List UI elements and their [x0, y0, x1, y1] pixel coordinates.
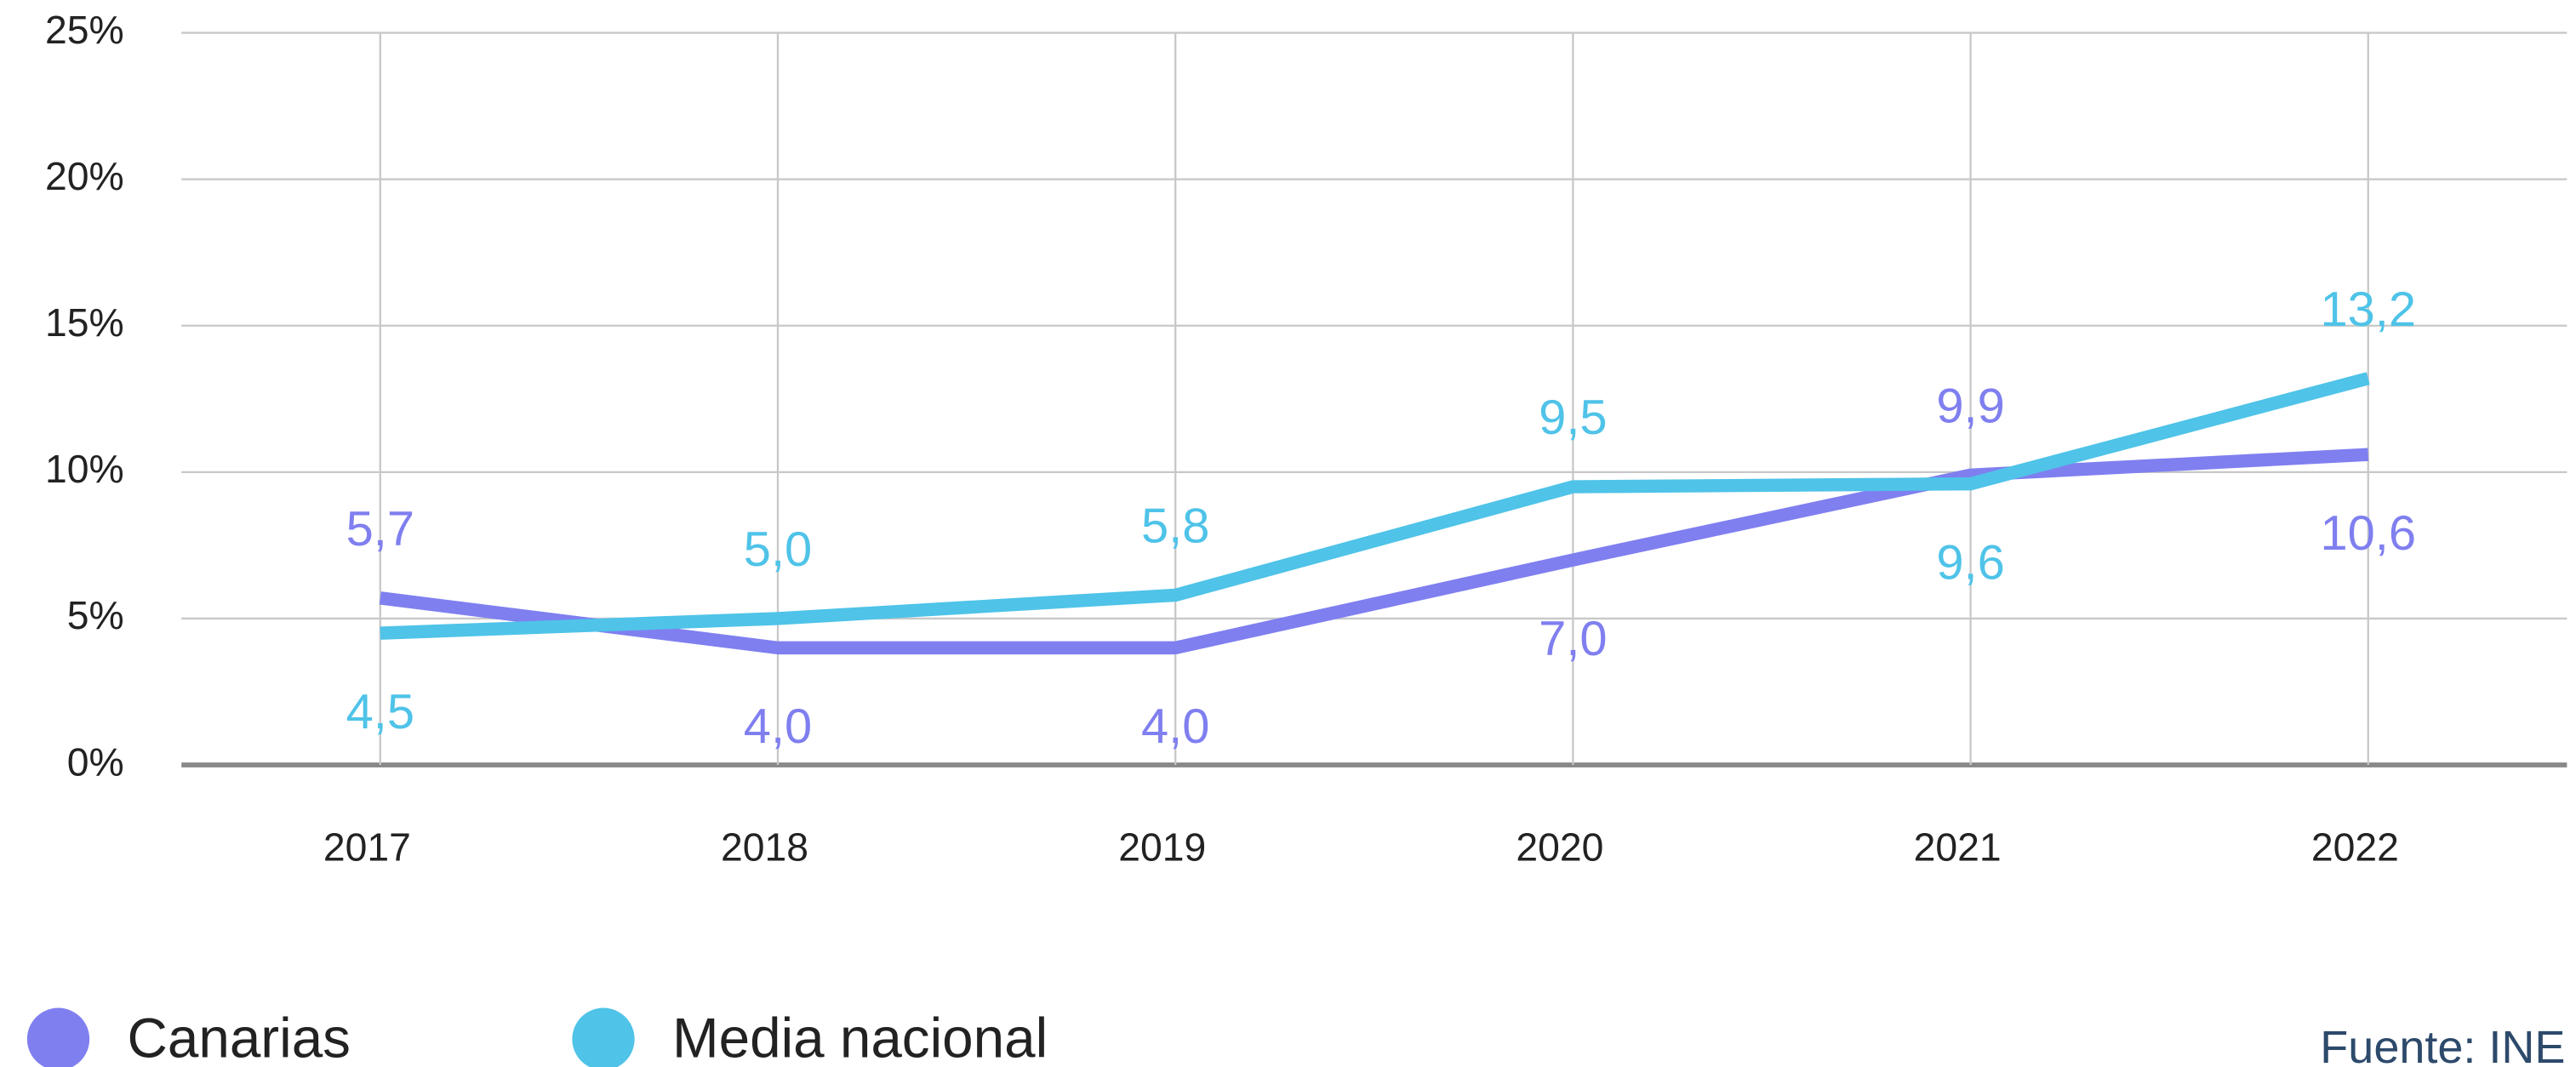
y-tick-label: 20%	[45, 154, 124, 198]
legend-label: Canarias	[128, 1007, 351, 1067]
value-label: 13,2	[2320, 282, 2416, 337]
line	[380, 372, 2370, 640]
y-tick-label: 5%	[67, 593, 124, 637]
legend-swatch	[572, 1007, 635, 1067]
value-label: 5,7	[346, 502, 414, 556]
legend-swatch	[26, 1007, 90, 1067]
value-label: 7,0	[1539, 612, 1607, 666]
value-label: 9,6	[1936, 535, 2004, 590]
value-label: 4,0	[744, 699, 812, 754]
legend-label: Media nacional	[672, 1007, 1048, 1067]
value-label: 4,5	[346, 685, 414, 739]
x-tick-label: 2021	[1914, 825, 2002, 870]
source: Fuente: INE	[2320, 1022, 2565, 1067]
x-tick-label: 2020	[1516, 825, 1603, 870]
value-label: 4,0	[1141, 699, 1209, 754]
value-label: 10,6	[2320, 506, 2416, 561]
value-label: 9,9	[1936, 379, 2004, 433]
y-tick-label: 25%	[45, 8, 124, 52]
y-tick-label: 15%	[45, 300, 124, 345]
value-label: 5,0	[744, 522, 812, 577]
value-label: 9,5	[1539, 391, 1607, 445]
y-tick-label: 10%	[45, 447, 124, 491]
x-tick-label: 2019	[1118, 825, 1206, 870]
y-tick-label: 0%	[67, 739, 124, 784]
x-tick-label: 2022	[2311, 825, 2399, 870]
value-label: 5,8	[1141, 499, 1209, 554]
x-tick-label: 2017	[323, 825, 411, 870]
x-tick-label: 2018	[721, 825, 808, 870]
